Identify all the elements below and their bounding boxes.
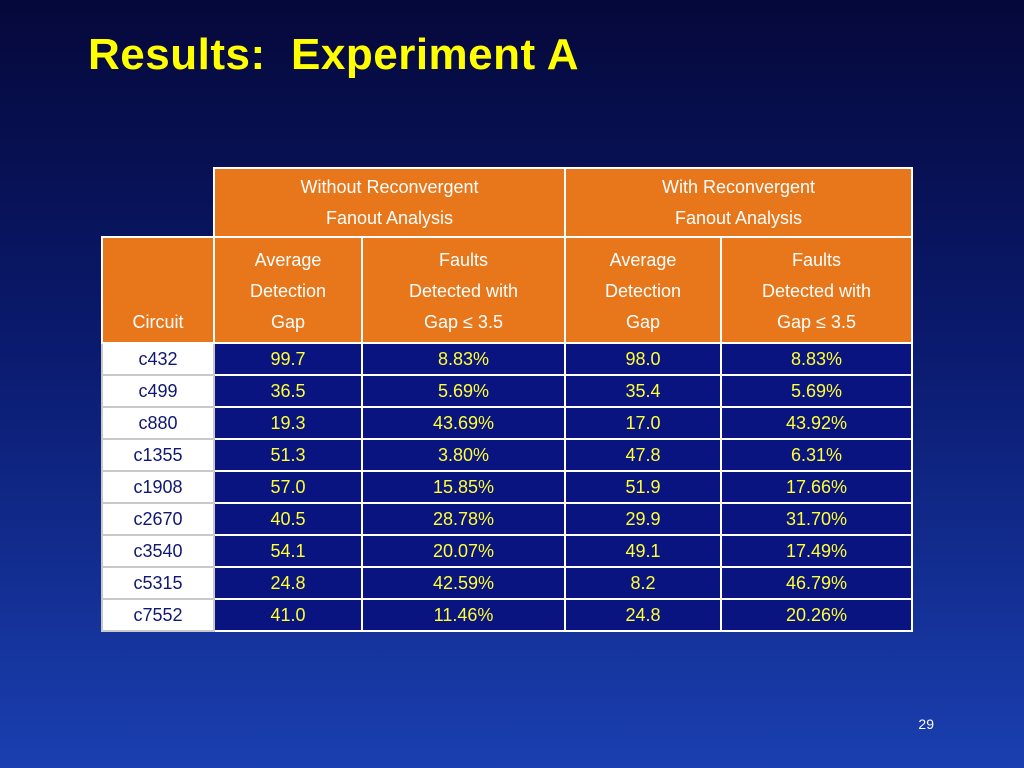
faults-without-cell: 15.85% [361,470,566,504]
column-header-faults-without: Faults Detected with Gap ≤ 3.5 [361,236,566,344]
avg-gap-with-cell: 35.4 [564,374,722,408]
table-row: c1908 57.0 15.85% 51.9 17.66% [101,470,913,504]
circuit-cell: c2670 [101,502,215,536]
table-row: c5315 24.8 42.59% 8.2 46.79% [101,566,913,600]
avg-gap-with-cell: 98.0 [564,342,722,376]
column-header-avg-gap-without: Average Detection Gap [213,236,363,344]
table-row: c1355 51.3 3.80% 47.8 6.31% [101,438,913,472]
circuit-cell: c432 [101,342,215,376]
blank-corner-cell [102,168,215,238]
circuit-cell: c880 [101,406,215,440]
faults-with-cell: 17.49% [720,534,913,568]
table-row: c499 36.5 5.69% 35.4 5.69% [101,374,913,408]
avg-gap-without-cell: 36.5 [213,374,363,408]
avg-gap-with-cell: 49.1 [564,534,722,568]
column-header-faults-with: Faults Detected with Gap ≤ 3.5 [720,236,913,344]
avg-gap-with-cell: 17.0 [564,406,722,440]
column-header-row: Circuit Average Detection Gap Faults Detect… [101,236,913,344]
avg-gap-with-cell: 24.8 [564,598,722,632]
avg-gap-without-cell: 41.0 [213,598,363,632]
faults-without-cell: 28.78% [361,502,566,536]
page-number: 29 [918,716,934,732]
avg-gap-with-cell: 51.9 [564,470,722,504]
avg-gap-without-cell: 40.5 [213,502,363,536]
faults-with-cell: 31.70% [720,502,913,536]
circuit-cell: c1908 [101,470,215,504]
table-row: c7552 41.0 11.46% 24.8 20.26% [101,598,913,632]
column-header-circuit: Circuit [101,236,215,344]
faults-with-cell: 6.31% [720,438,913,472]
faults-without-cell: 42.59% [361,566,566,600]
slide-title: Results: Experiment A [88,30,580,79]
faults-without-cell: 20.07% [361,534,566,568]
group-header-with-reconvergent: With Reconvergent Fanout Analysis [564,167,913,238]
circuit-cell: c5315 [101,566,215,600]
circuit-cell: c1355 [101,438,215,472]
circuit-cell: c499 [101,374,215,408]
table-row: c880 19.3 43.69% 17.0 43.92% [101,406,913,440]
faults-with-cell: 5.69% [720,374,913,408]
faults-without-cell: 5.69% [361,374,566,408]
faults-with-cell: 8.83% [720,342,913,376]
avg-gap-without-cell: 24.8 [213,566,363,600]
group-header-without-reconvergent: Without Reconvergent Fanout Analysis [213,167,566,238]
results-table: Without Reconvergent Fanout Analysis With… [101,167,913,632]
avg-gap-without-cell: 19.3 [213,406,363,440]
faults-with-cell: 46.79% [720,566,913,600]
table-row: c2670 40.5 28.78% 29.9 31.70% [101,502,913,536]
avg-gap-with-cell: 47.8 [564,438,722,472]
faults-with-cell: 43.92% [720,406,913,440]
column-header-avg-gap-with: Average Detection Gap [564,236,722,344]
avg-gap-without-cell: 54.1 [213,534,363,568]
faults-without-cell: 8.83% [361,342,566,376]
group-header-row: Without Reconvergent Fanout Analysis With… [102,167,913,238]
circuit-cell: c3540 [101,534,215,568]
avg-gap-without-cell: 99.7 [213,342,363,376]
faults-with-cell: 17.66% [720,470,913,504]
avg-gap-without-cell: 51.3 [213,438,363,472]
circuit-cell: c7552 [101,598,215,632]
faults-with-cell: 20.26% [720,598,913,632]
avg-gap-with-cell: 29.9 [564,502,722,536]
avg-gap-with-cell: 8.2 [564,566,722,600]
table-row: c432 99.7 8.83% 98.0 8.83% [101,342,913,376]
table-row: c3540 54.1 20.07% 49.1 17.49% [101,534,913,568]
faults-without-cell: 11.46% [361,598,566,632]
avg-gap-without-cell: 57.0 [213,470,363,504]
faults-without-cell: 43.69% [361,406,566,440]
faults-without-cell: 3.80% [361,438,566,472]
